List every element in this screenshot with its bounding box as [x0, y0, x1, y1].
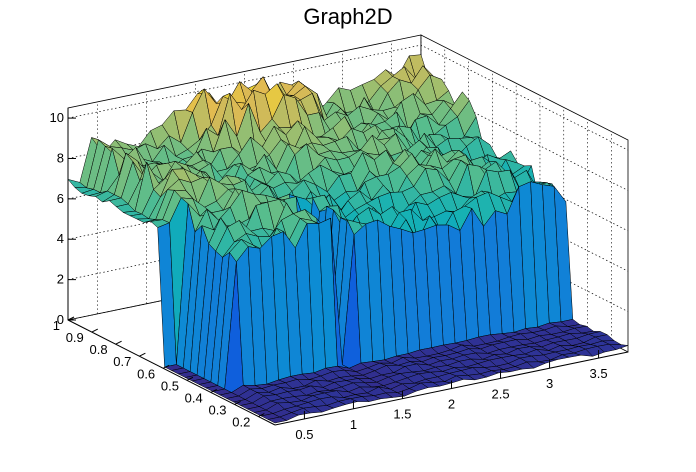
y-tick-label: 1: [53, 318, 60, 333]
y-axis-line: [67, 319, 276, 426]
y-tick: [162, 364, 170, 369]
y-tick-label: 0.7: [113, 354, 131, 369]
y-tick-label: 0.6: [137, 366, 155, 381]
surface-plot: [67, 54, 629, 424]
z-tick-label: 4: [57, 231, 64, 246]
y-tick: [139, 352, 146, 357]
x-tick-label: 3.5: [590, 366, 608, 381]
y-tick-label: 0.2: [232, 415, 250, 430]
x-tick-label: 1.5: [393, 407, 411, 422]
y-tick-label: 0.8: [90, 342, 108, 357]
z-tick-label: 10: [50, 110, 64, 125]
z-tick-label: 0: [57, 312, 64, 327]
y-tick-label: 0.5: [161, 378, 179, 393]
x-tick-label: 2: [448, 397, 455, 412]
y-tick-label: 0.4: [185, 390, 203, 405]
x-tick-label: 0.5: [295, 427, 313, 442]
tick-labels: 0 2 4 6 8 10 0.2 0.3 0.4 0.5 0.6 0.7 0.8 0.9 1 0.5 1 1.5 2…: [50, 110, 608, 442]
y-tick-label: 0.9: [66, 330, 84, 345]
surface-cell: [608, 343, 629, 350]
y-tick: [234, 401, 241, 405]
z-gridline: [67, 44, 629, 151]
y-tick: [115, 340, 122, 345]
y-tick: [91, 328, 99, 333]
x-tick-label: 3: [546, 376, 553, 391]
y-tick-label: 0.3: [208, 402, 226, 417]
z-tick-label: 6: [57, 191, 64, 206]
x-tick-label: 2.5: [491, 386, 509, 401]
z-tick-label: 8: [57, 150, 64, 165]
y-tick: [258, 413, 265, 417]
chart-title: Graph2D: [303, 4, 392, 29]
y-tick: [210, 388, 217, 393]
x-tick-label: 1: [350, 417, 357, 432]
z-tick-label: 2: [57, 272, 64, 287]
y-tick: [67, 316, 75, 321]
y-tick: [186, 376, 194, 381]
